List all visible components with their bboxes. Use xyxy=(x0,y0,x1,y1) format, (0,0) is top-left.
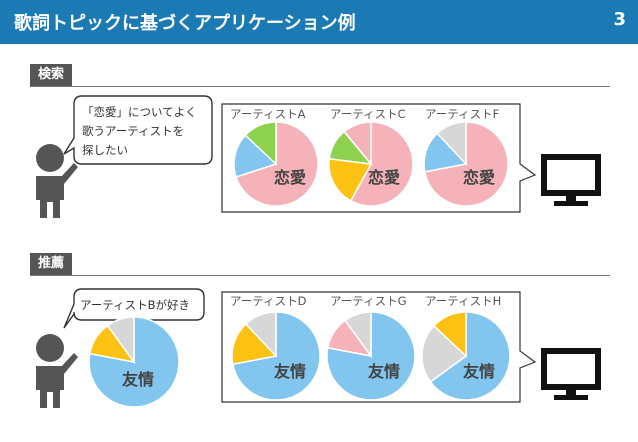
section-label-recommend: 推薦 xyxy=(30,253,73,275)
artist-label-search-1: アーティストC xyxy=(330,107,406,121)
pie-s2-slice-2 xyxy=(436,121,467,166)
section-divider-search xyxy=(30,86,610,87)
pie-topic-recommend-0: 友情 xyxy=(274,362,306,381)
page-number: 3 xyxy=(613,9,626,30)
pie-s0-slice-1 xyxy=(233,134,278,178)
artist-label-recommend-0: アーティストD xyxy=(230,294,307,308)
artist-label-recommend-2: アーティストH xyxy=(425,294,501,308)
section-label-search: 検索 xyxy=(30,64,73,86)
pie-r0-slice-2 xyxy=(244,311,277,358)
bubble-line-recommend: アーティストBが好き xyxy=(80,298,190,312)
pie-user-slice-2 xyxy=(106,316,135,365)
pie-chart-recommend-2 xyxy=(421,311,511,401)
monitor-icon-search xyxy=(541,154,601,206)
artist-label-recommend-1: アーティストG xyxy=(330,294,407,308)
section-divider-recommend xyxy=(30,275,610,276)
pie-chart-search-2 xyxy=(423,121,509,207)
pie-topic-recommend-2: 友情 xyxy=(463,362,495,381)
pie-chart-search-0 xyxy=(233,121,319,207)
pie-s1-slice-0 xyxy=(349,121,414,207)
monitor-icon-recommend xyxy=(541,348,601,400)
pie-r1-slice-2 xyxy=(344,311,372,359)
pie-r2-slice-0 xyxy=(429,311,511,401)
pie-s1-slice-3 xyxy=(343,121,372,167)
pie-chart-recommend-1 xyxy=(326,311,416,401)
bubble-line-1: 「恋愛」についてよく xyxy=(82,105,197,119)
pie-s0-slice-2 xyxy=(244,121,277,166)
pie-topic-recommend-1: 友情 xyxy=(368,362,400,381)
speech-bubble-search: 「恋愛」についてよく 歌うアーティストを 探したい xyxy=(63,95,213,165)
pie-topic-search-2: 恋愛 xyxy=(463,168,495,187)
speech-bubble-recommend: アーティストBが好き xyxy=(63,288,205,329)
pie-topic-search-1: 恋愛 xyxy=(368,168,400,187)
page-title: 歌詞トピックに基づくアプリケーション例 xyxy=(14,13,356,34)
pie-topic-user: 友情 xyxy=(122,370,154,389)
pie-chart-search-1 xyxy=(328,121,414,207)
pie-chart-user xyxy=(88,316,180,408)
pie-r0-slice-1 xyxy=(231,322,278,366)
user-figure-recommend xyxy=(36,334,78,408)
pie-r2-slice-1 xyxy=(421,324,468,383)
artist-label-search-2: アーティストF xyxy=(425,107,499,121)
artist-label-search-0: アーティストA xyxy=(230,107,306,121)
pie-r2-slice-2 xyxy=(432,311,467,358)
pie-chart-recommend-0 xyxy=(231,311,321,401)
header-bar: 歌詞トピックに基づくアプリケーション例 3 xyxy=(0,0,638,44)
bubble-line-2: 歌うアーティストを xyxy=(82,124,184,138)
pie-topic-search-0: 恋愛 xyxy=(274,168,306,187)
pie-s1-slice-1 xyxy=(328,157,373,202)
user-figure-search xyxy=(36,144,78,218)
bubble-line-3: 探したい xyxy=(82,143,128,157)
